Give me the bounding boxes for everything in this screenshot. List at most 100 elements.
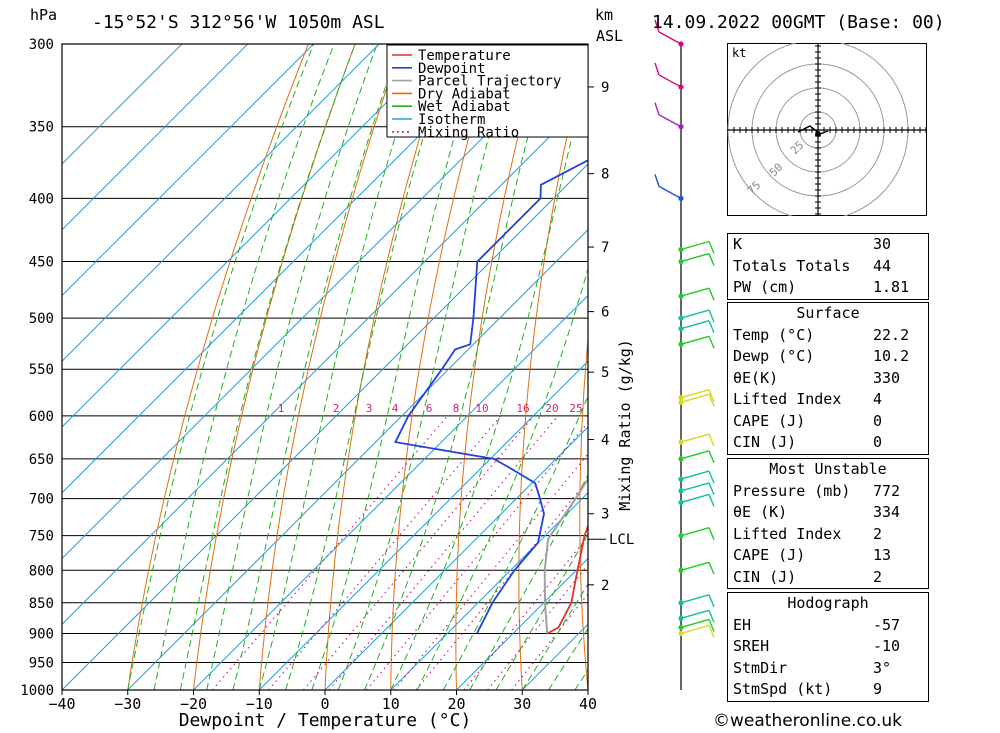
most-unstable-row: θE (K) 334 bbox=[728, 502, 928, 524]
pressure-tick-label: 650 bbox=[29, 452, 54, 468]
wind-barb bbox=[680, 609, 710, 620]
wind-barb bbox=[680, 433, 710, 443]
parcel-trajectory-line bbox=[543, 477, 588, 634]
dry-adiabat bbox=[324, 44, 449, 690]
hodograph-value: -10 bbox=[873, 637, 901, 655]
isotherm bbox=[62, 44, 380, 362]
temp-tick-label: −20 bbox=[180, 695, 207, 713]
isotherm bbox=[390, 492, 588, 690]
hodograph-row: StmDir 3° bbox=[728, 658, 928, 680]
most-unstable-key: CAPE (J) bbox=[733, 546, 806, 564]
mixing-ratio-label: 25 bbox=[569, 402, 582, 415]
wind-barb-flag bbox=[708, 287, 715, 301]
temp-tick-label: −10 bbox=[246, 695, 273, 713]
wind-barb-flag bbox=[708, 320, 715, 333]
wet-adiabat bbox=[179, 44, 356, 690]
hodograph-key: SREH bbox=[733, 637, 770, 655]
wind-barb bbox=[658, 185, 682, 199]
wind-barb bbox=[680, 252, 710, 263]
legend-label: Isotherm bbox=[418, 112, 485, 128]
wind-barb-flag bbox=[708, 450, 715, 464]
wet-adiabat bbox=[416, 267, 588, 690]
surface-value: 10.2 bbox=[873, 347, 910, 365]
legend-label: Dry Adiabat bbox=[418, 86, 511, 102]
most-unstable-value: 2 bbox=[873, 567, 883, 586]
wind-barb bbox=[680, 393, 710, 404]
isotherm bbox=[127, 229, 588, 690]
wind-barb-flag bbox=[708, 253, 715, 266]
wet-adiabat bbox=[363, 44, 553, 690]
hodograph-row: StmSpd (kt) 9 bbox=[728, 679, 928, 701]
indices-table: K 30 Totals Totals 44 PW (cm) 1.81 bbox=[727, 233, 929, 300]
isotherm bbox=[62, 44, 183, 165]
surface-key: CAPE (J) bbox=[733, 411, 806, 430]
mixing-ratio-line bbox=[393, 453, 588, 690]
hodograph-key: StmDir bbox=[733, 658, 788, 677]
wet-adiabat bbox=[442, 395, 588, 690]
isotherm bbox=[62, 44, 446, 428]
surface-row: Temp (°C) 22.2 bbox=[728, 325, 928, 347]
surface-value: 330 bbox=[873, 368, 901, 387]
wet-adiabat bbox=[153, 44, 335, 690]
surface-key: Temp (°C) bbox=[733, 325, 815, 344]
legend-label: Dewpoint bbox=[418, 61, 485, 77]
km-tick-label: 6 bbox=[601, 305, 609, 321]
pressure-tick-label: 350 bbox=[29, 120, 54, 136]
most-unstable-row: Pressure (mb) 772 bbox=[728, 481, 928, 503]
wind-barb bbox=[658, 114, 682, 128]
index-row: Totals Totals 44 bbox=[728, 256, 928, 278]
index-key: Totals Totals bbox=[733, 256, 851, 275]
wet-adiabat bbox=[495, 533, 588, 690]
isotherm bbox=[62, 163, 588, 690]
temp-tick-label: 40 bbox=[579, 695, 597, 713]
mixing-ratio-line bbox=[463, 535, 588, 690]
surface-value: 0 bbox=[873, 411, 883, 430]
x-axis-title: Dewpoint / Temperature (°C) bbox=[179, 710, 472, 731]
most-unstable-row: CIN (J) 2 bbox=[728, 567, 928, 589]
mixing-ratio-label: 3 bbox=[366, 402, 373, 415]
isotherm bbox=[193, 294, 588, 690]
wind-barb bbox=[680, 309, 710, 319]
datetime-title: 14.09.2022 00GMT (Base: 00) bbox=[652, 12, 945, 33]
wind-barb bbox=[680, 287, 710, 297]
most-unstable-title: Most Unstable bbox=[769, 460, 887, 478]
surface-table: Surface Temp (°C) 22.2 Dewp (°C) 10.2 θE(K) 3… bbox=[727, 302, 929, 455]
surface-key: θE(K) bbox=[733, 368, 779, 387]
wind-barb-flag bbox=[708, 610, 715, 623]
legend-label: Temperature bbox=[418, 48, 511, 64]
isotherm bbox=[62, 44, 512, 494]
dry-adiabat bbox=[639, 44, 682, 690]
wind-barb bbox=[680, 320, 710, 330]
legend-box bbox=[386, 44, 589, 138]
temp-tick-label: 30 bbox=[513, 695, 531, 713]
mixing-ratio-label: 1 bbox=[278, 402, 285, 415]
wind-barb bbox=[680, 594, 710, 604]
dry-adiabat bbox=[579, 333, 588, 690]
wind-barb bbox=[658, 74, 682, 88]
km-tick-label: 7 bbox=[601, 240, 609, 256]
index-value: 1.81 bbox=[873, 278, 910, 296]
surface-row: θE(K) 330 bbox=[728, 368, 928, 390]
index-row: K 30 bbox=[728, 234, 928, 256]
wet-adiabat bbox=[311, 44, 483, 690]
mixing-ratio-label: 8 bbox=[453, 402, 460, 415]
surface-value: 22.2 bbox=[873, 325, 910, 344]
hpa-unit-label: hPa bbox=[30, 6, 57, 24]
surface-key: CIN (J) bbox=[733, 433, 797, 451]
wind-profile bbox=[654, 19, 715, 690]
legend-label: Wet Adiabat bbox=[418, 99, 511, 115]
pressure-tick-label: 400 bbox=[29, 191, 54, 207]
wet-adiabat bbox=[258, 44, 426, 690]
km-tick-label: 5 bbox=[601, 365, 609, 381]
km-tick-label: 4 bbox=[601, 433, 609, 449]
wind-barb-flag bbox=[708, 433, 715, 447]
pressure-tick-label: 300 bbox=[29, 37, 54, 53]
hodograph-row: SREH -10 bbox=[728, 636, 928, 658]
wind-barb bbox=[680, 335, 710, 345]
hodograph-value: 3° bbox=[873, 658, 892, 677]
wind-level-dot bbox=[678, 533, 684, 539]
isotherm bbox=[456, 557, 588, 690]
mixing-ratio-line bbox=[328, 415, 559, 690]
legend-label: Parcel Trajectory bbox=[418, 74, 561, 90]
